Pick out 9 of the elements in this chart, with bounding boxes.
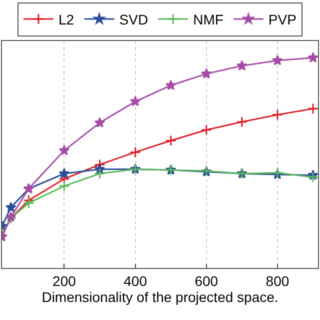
x-tick-label: 800 [266,272,290,289]
legend-label: NMF [193,12,224,28]
legend-label: PVP [268,12,296,28]
legend-label: L2 [58,12,74,28]
x-axis-title: Dimensionality of the projected space. [42,288,278,305]
x-tick-label: 400 [124,272,148,289]
x-tick-label: 200 [52,272,76,289]
x-tick-label: 600 [194,272,218,289]
legend-label: SVD [119,12,148,28]
